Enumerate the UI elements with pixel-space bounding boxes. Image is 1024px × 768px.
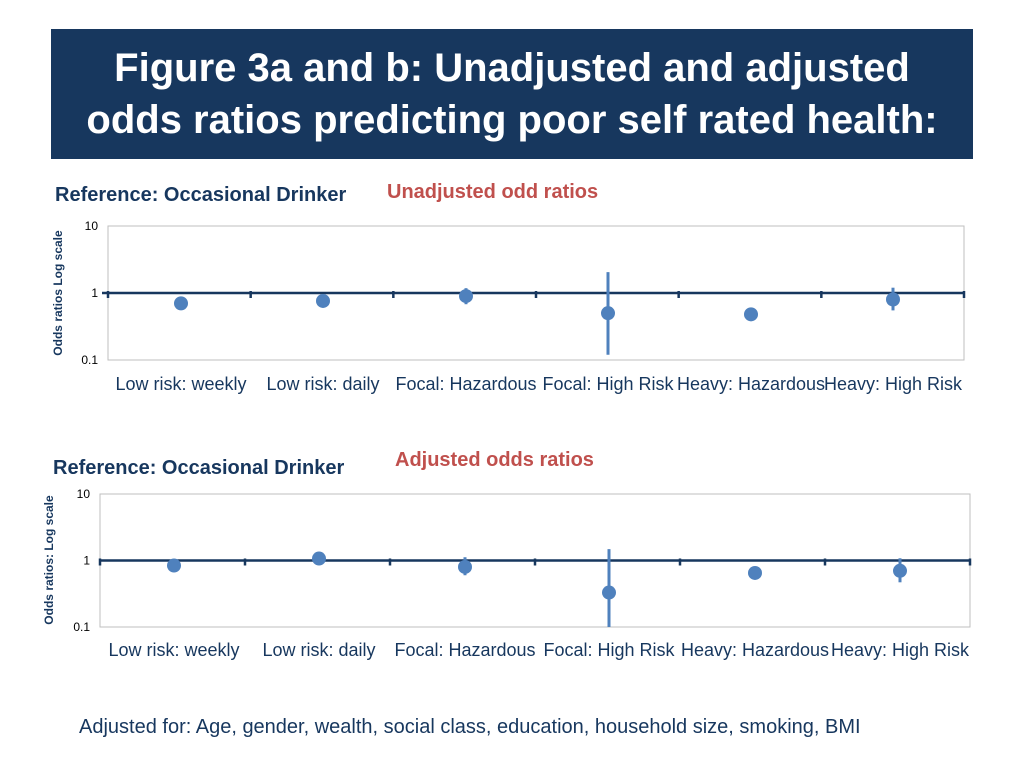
data-point [744, 307, 758, 322]
y-tick-label: 0.1 [81, 353, 98, 367]
x-tick-label: Low risk: weekly [108, 640, 239, 660]
x-tick-label: Heavy: Hazardous [681, 640, 829, 660]
reference-label-adjusted: Reference: Occasional Drinker [53, 457, 345, 479]
x-tick-label: Focal: High Risk [542, 374, 674, 394]
x-tick-label: Focal: Hazardous [395, 374, 536, 394]
data-point [174, 296, 188, 311]
x-tick-label: Low risk: weekly [115, 374, 246, 394]
page-title: Figure 3a and b: Unadjusted and adjusted… [86, 46, 938, 142]
data-point [748, 565, 762, 580]
data-point [893, 563, 907, 578]
x-tick-label: Heavy: Hazardous [677, 374, 825, 394]
y-tick-label: 1 [91, 286, 98, 300]
chart-title-unadjusted: Unadjusted odd ratios [387, 181, 599, 203]
y-tick-label: 1 [83, 554, 90, 568]
x-tick-label: Heavy: High Risk [824, 374, 963, 394]
adjusted-odds-chart: 0.1 1 10 Low risk: weekly Low risk: daily Foc… [42, 487, 972, 660]
x-tick-label: Focal: High Risk [543, 640, 675, 660]
chart-title-adjusted: Adjusted odds ratios [395, 449, 594, 471]
adjustment-footnote: Adjusted for: Age, gender, wealth, socia… [79, 716, 861, 738]
y-tick-label: 10 [77, 487, 91, 501]
x-tick-label: Heavy: High Risk [831, 640, 970, 660]
x-tick-label: Low risk: daily [262, 640, 375, 660]
y-axis-label: Odds ratios: Log scale [42, 495, 56, 625]
y-axis-label: Odds ratios Log scale [51, 230, 65, 356]
x-tick-label: Low risk: daily [266, 374, 379, 394]
data-point [458, 559, 472, 574]
data-point [316, 293, 330, 308]
reference-label-unadjusted: Reference: Occasional Drinker [55, 184, 347, 206]
y-tick-label: 0.1 [73, 620, 90, 634]
data-point [886, 292, 900, 307]
data-point [601, 306, 615, 321]
title-banner: Figure 3a and b: Unadjusted and adjusted… [51, 29, 973, 159]
data-point [167, 558, 181, 573]
data-point [459, 289, 473, 304]
unadjusted-odds-chart: 0.1 1 10 Low risk: weekly Low risk: daily Foc… [51, 219, 966, 394]
data-point [312, 551, 326, 566]
data-point [602, 585, 616, 600]
x-tick-label: Focal: Hazardous [394, 640, 535, 660]
y-tick-label: 10 [85, 219, 99, 233]
